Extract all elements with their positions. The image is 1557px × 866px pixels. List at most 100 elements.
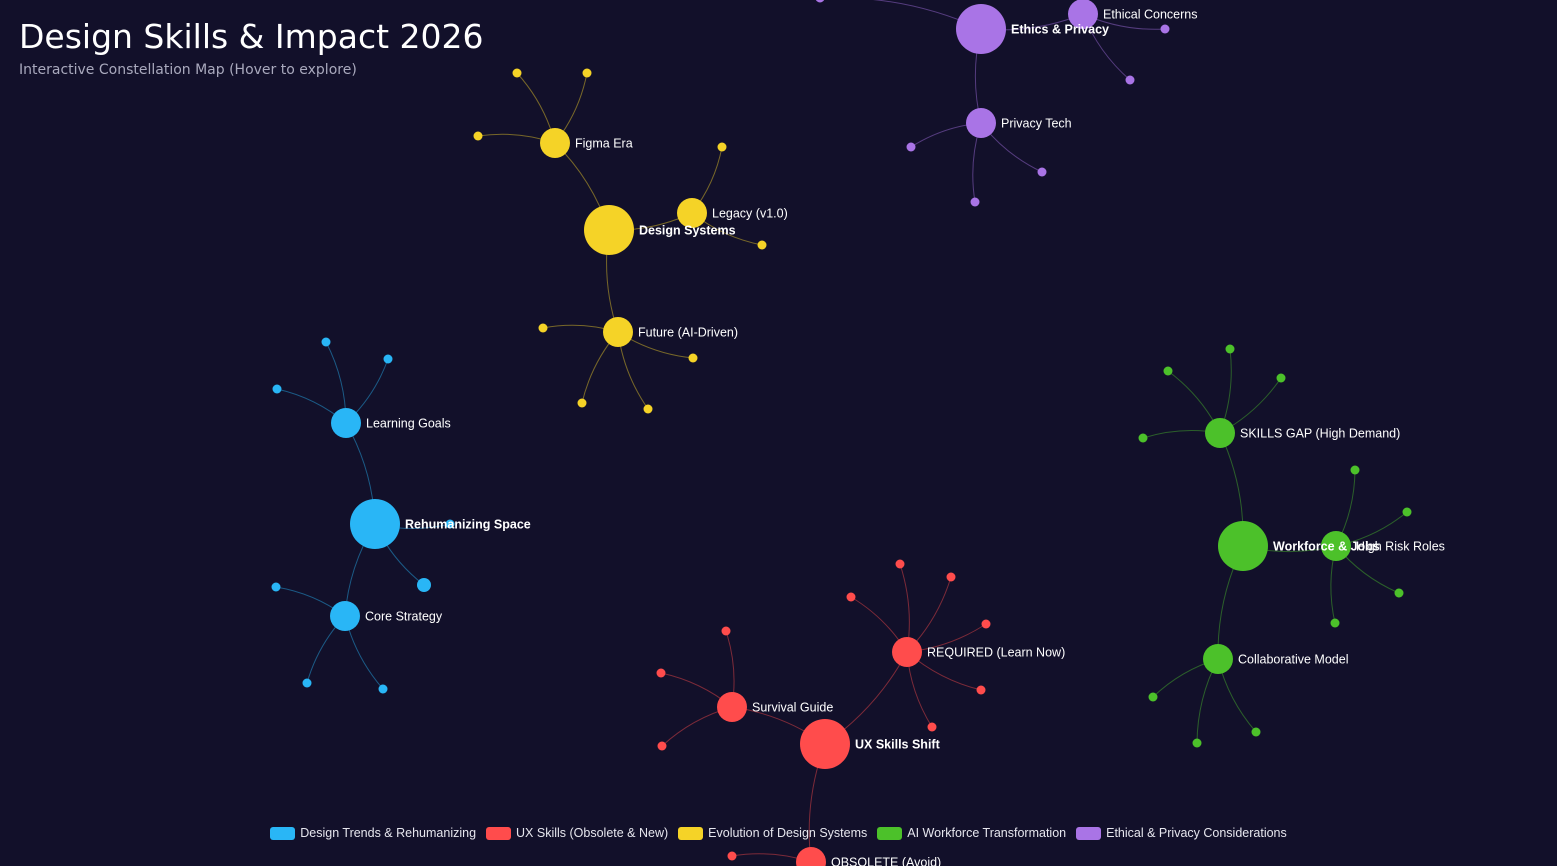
legend-label: Ethical & Privacy Considerations [1106,826,1287,840]
branch-node-high-risk[interactable] [1321,531,1351,561]
label-layer: Learning Goals Core Strategy Figma Era Lega… [365,8,1445,866]
leaf-node[interactable] [272,384,282,394]
branch-label-high-risk: High Risk Roles [1356,540,1445,554]
hub-node-design-systems[interactable] [584,205,634,255]
hub-label-design-systems: Design Systems [639,224,736,238]
leaf-node[interactable] [895,559,905,569]
leaf-node[interactable] [981,619,991,629]
branch-node-required[interactable] [892,637,922,667]
legend-item-design-trends[interactable]: Design Trends & Rehumanizing [270,826,476,840]
leaf-node[interactable] [1163,366,1173,376]
leaf-layer [271,0,1412,861]
leaf-node[interactable] [417,578,431,592]
branch-node-figma-era[interactable] [540,128,570,158]
leaf-node[interactable] [815,0,825,3]
leaf-node[interactable] [1225,344,1235,354]
hub-label-rehumanizing: Rehumanizing Space [405,518,531,532]
branch-node-core-strategy[interactable] [330,601,360,631]
branch-node-legacy[interactable] [677,198,707,228]
leaf-node[interactable] [321,337,331,347]
branch-label-ethical-concerns: Ethical Concerns [1103,8,1198,22]
hub-label-workforce: Workforce & Jobs [1273,540,1380,554]
page-subtitle: Interactive Constellation Map (Hover to … [19,62,357,78]
legend-label: UX Skills (Obsolete & New) [516,826,669,840]
leaf-node[interactable] [927,722,937,732]
leaf-node[interactable] [1192,738,1202,748]
branch-label-learning-goals: Learning Goals [366,417,451,431]
hub-label-ethics: Ethics & Privacy [1011,23,1109,37]
leaf-node[interactable] [717,142,727,152]
hub-node-ux-skills[interactable] [800,719,850,769]
legend-swatch [486,826,512,840]
branch-label-figma-era: Figma Era [575,137,633,151]
branch-label-core-strategy: Core Strategy [365,610,443,624]
legend-item-ethics-privacy[interactable]: Ethical & Privacy Considerations [1076,826,1287,840]
leaf-node[interactable] [1148,692,1158,702]
legend-item-ai-workforce[interactable]: AI Workforce Transformation [877,826,1066,840]
leaf-node[interactable] [445,519,455,529]
hub-node-rehumanizing[interactable] [350,499,400,549]
legend-item-design-systems[interactable]: Evolution of Design Systems [678,826,867,840]
branch-node-privacy-tech[interactable] [966,108,996,138]
leaf-node[interactable] [656,668,666,678]
branch-label-collaborative: Collaborative Model [1238,653,1348,667]
branch-label-skills-gap: SKILLS GAP (High Demand) [1240,427,1400,441]
legend-swatch [270,826,296,840]
legend-swatch [1076,826,1102,840]
leaf-node[interactable] [1138,433,1148,443]
legend-item-ux-skills[interactable]: UX Skills (Obsolete & New) [486,826,668,840]
leaf-node[interactable] [906,142,916,152]
legend-label: AI Workforce Transformation [907,826,1067,840]
legend-swatch [678,826,704,840]
branch-label-required: REQUIRED (Learn Now) [927,646,1065,660]
legend-label: Evolution of Design Systems [708,826,868,840]
branch-label-future: Future (AI-Driven) [638,326,738,340]
hub-node-workforce[interactable] [1218,521,1268,571]
leaf-node[interactable] [473,131,483,141]
leaf-node[interactable] [1125,75,1135,85]
legend: Design Trends & Rehumanizing UX Skills (… [0,826,1557,840]
leaf-node[interactable] [302,678,312,688]
leaf-node[interactable] [757,240,767,250]
branch-label-legacy: Legacy (v1.0) [712,207,788,221]
branch-node-collaborative[interactable] [1203,644,1233,674]
leaf-node[interactable] [271,582,281,592]
branch-node-obsolete[interactable] [796,847,826,866]
leaf-node[interactable] [976,685,986,695]
leaf-node[interactable] [378,684,388,694]
leaf-node[interactable] [1037,167,1047,177]
leaf-node[interactable] [1276,373,1286,383]
leaf-node[interactable] [582,68,592,78]
legend-label: Design Trends & Rehumanizing [300,826,477,840]
leaf-node[interactable] [1394,588,1404,598]
branch-label-privacy-tech: Privacy Tech [1001,117,1072,131]
leaf-node[interactable] [1350,465,1360,475]
leaf-node[interactable] [1402,507,1412,517]
leaf-node[interactable] [846,592,856,602]
leaf-node[interactable] [727,851,737,861]
leaf-node[interactable] [1330,618,1340,628]
branch-node-skills-gap[interactable] [1205,418,1235,448]
leaf-node[interactable] [946,572,956,582]
leaf-node[interactable] [1251,727,1261,737]
leaf-node[interactable] [383,354,393,364]
page-title: Design Skills & Impact 2026 [19,17,484,56]
branch-node-future[interactable] [603,317,633,347]
node-layer [330,0,1351,866]
leaf-node[interactable] [512,68,522,78]
leaf-node[interactable] [688,353,698,363]
leaf-node[interactable] [721,626,731,636]
branch-label-obsolete: OBSOLETE (Avoid) [831,856,941,866]
branch-node-ethical-concerns[interactable] [1068,0,1098,29]
legend-swatch [877,826,903,840]
leaf-node[interactable] [577,398,587,408]
hub-node-ethics[interactable] [956,4,1006,54]
leaf-node[interactable] [1160,24,1170,34]
branch-node-survival[interactable] [717,692,747,722]
leaf-node[interactable] [657,741,667,751]
branch-node-learning-goals[interactable] [331,408,361,438]
leaf-node[interactable] [538,323,548,333]
leaf-node[interactable] [643,404,653,414]
leaf-node[interactable] [970,197,980,207]
